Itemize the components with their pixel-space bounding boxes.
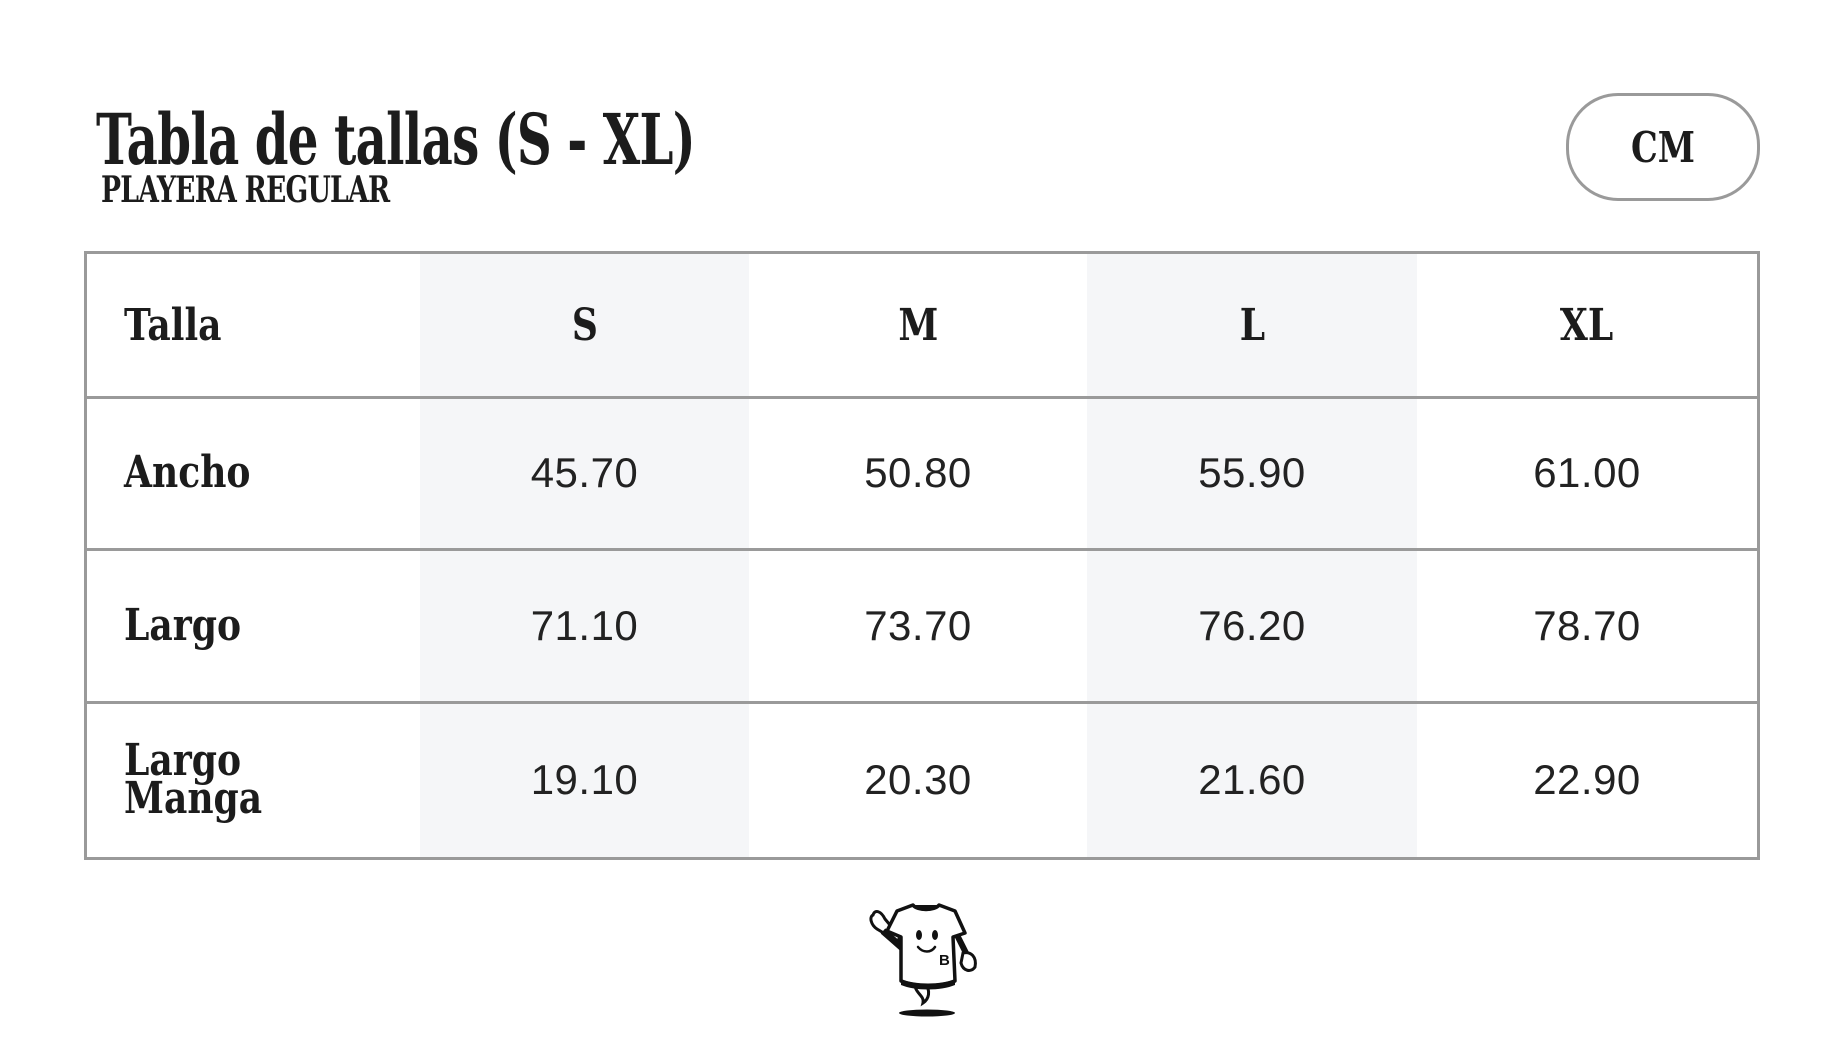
table-cell-text: 55.90: [1198, 449, 1306, 496]
unit-badge[interactable]: CM: [1566, 93, 1760, 201]
row-label-text: Largo Manga: [124, 734, 263, 824]
table-cell: 20.30: [749, 702, 1087, 857]
table-cell: 55.90: [1087, 397, 1417, 549]
table-cell: 73.70: [749, 549, 1087, 702]
table-cell-text: 19.10: [530, 755, 639, 803]
row-label-text: Ancho: [124, 447, 251, 498]
table-cell-text: 20.30: [864, 755, 972, 803]
table-cell: 21.60: [1087, 702, 1417, 857]
table-cell: 61.00: [1417, 397, 1757, 549]
table-cell: 45.70: [420, 397, 749, 549]
table-cell-text: 73.70: [864, 601, 972, 649]
t-shirt-mascot-icon: B: [869, 903, 977, 1017]
column-shade: [420, 254, 749, 857]
table-cell-text: 50.80: [864, 449, 972, 496]
mascot-logo-letter: B: [939, 952, 950, 969]
column-header-text: XL: [1560, 300, 1614, 351]
size-table: Talla S M L XL Ancho 45.70 50.80 55.90 61.00 Largo…: [84, 251, 1760, 860]
column-header-text: L: [1239, 300, 1265, 351]
row-divider: [87, 701, 1757, 704]
table-cell: 76.20: [1087, 549, 1417, 702]
row-label: Largo Manga: [124, 702, 424, 857]
row-label: Largo: [124, 549, 424, 702]
row-divider: [87, 548, 1757, 551]
table-cell-text: 61.00: [1533, 449, 1641, 496]
column-header: XL: [1417, 254, 1757, 397]
table-cell-text: 45.70: [530, 449, 639, 496]
unit-label: CM: [1631, 122, 1695, 172]
table-cell: 22.90: [1417, 702, 1757, 857]
column-header-text: M: [898, 300, 938, 351]
table-cell: 78.70: [1417, 549, 1757, 702]
column-header-text: S: [571, 300, 598, 351]
row-label-text: Largo: [124, 599, 242, 651]
table-cell: 71.10: [420, 549, 749, 702]
column-shade: [1087, 254, 1417, 857]
column-header: L: [1087, 254, 1417, 397]
column-header: M: [749, 254, 1087, 397]
header-cell-talla: Talla: [124, 254, 424, 397]
row-label: Ancho: [124, 397, 424, 549]
column-header: S: [420, 254, 749, 397]
page-subtitle: PLAYERA REGULAR: [101, 169, 390, 211]
table-cell-text: 78.70: [1533, 601, 1641, 649]
table-cell-text: 21.60: [1198, 755, 1306, 803]
table-cell: 50.80: [749, 397, 1087, 549]
row-divider: [87, 396, 1757, 399]
page-title: Tabla de tallas (S - XL): [96, 98, 696, 181]
table-cell: 19.10: [420, 702, 749, 857]
table-cell-text: 22.90: [1533, 755, 1641, 803]
table-cell-text: 71.10: [530, 601, 639, 649]
header-cell-talla-text: Talla: [124, 299, 222, 351]
table-cell-text: 76.20: [1198, 601, 1306, 649]
